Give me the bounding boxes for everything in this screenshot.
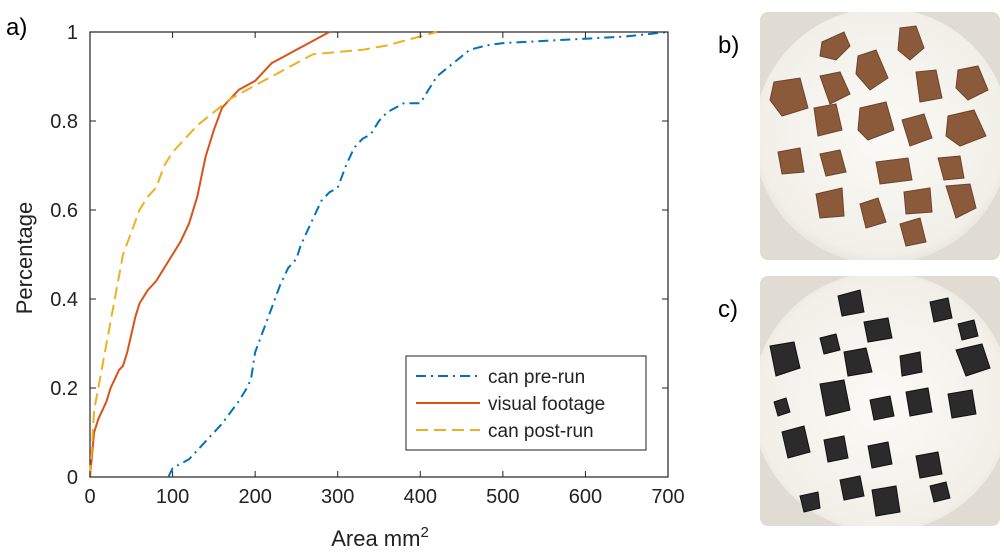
y-tick-label: 0.6 <box>50 200 78 222</box>
plot-area <box>89 31 669 478</box>
y-axis-label: Percentage <box>12 202 37 315</box>
y-tick-label: 0.2 <box>50 378 78 400</box>
panel-label-a: a) <box>6 14 28 41</box>
legend: can pre-run visual footage can post-run <box>405 355 647 451</box>
y-tick-label: 0.8 <box>50 111 78 133</box>
legend-entry: visual footage <box>488 394 605 415</box>
panel-label-b: b) <box>718 32 740 59</box>
photo-post-run-fragments <box>760 276 1000 526</box>
series-line-visual-footage <box>89 31 330 478</box>
legend-entry: can post-run <box>488 421 594 442</box>
x-tick-label: 0 <box>84 486 95 508</box>
series-line-can-post-run <box>89 31 438 478</box>
x-tick-label: 700 <box>651 486 684 508</box>
x-tick-label: 400 <box>404 486 437 508</box>
x-tick-label: 500 <box>486 486 519 508</box>
photo-pre-run-fragments <box>760 12 1000 260</box>
panel-label-c: c) <box>718 296 738 323</box>
y-tick-label: 0 <box>67 467 78 489</box>
axis-ticks: 0 100 200 300 400 500 600 700 0 0.2 0.4 0.6 0.8 1 <box>50 22 685 508</box>
y-tick-label: 1 <box>67 22 78 44</box>
cdf-chart: 0 100 200 300 400 500 600 700 0 0.2 0.4 0.6 0.8 1 Are… <box>12 22 685 551</box>
x-tick-label: 200 <box>238 486 271 508</box>
x-tick-label: 100 <box>156 486 189 508</box>
x-axis-label: Area mm2 <box>331 524 429 551</box>
legend-entry: can pre-run <box>488 367 585 388</box>
x-tick-label: 300 <box>321 486 354 508</box>
x-tick-label: 600 <box>569 486 602 508</box>
y-tick-label: 0.4 <box>50 289 78 311</box>
